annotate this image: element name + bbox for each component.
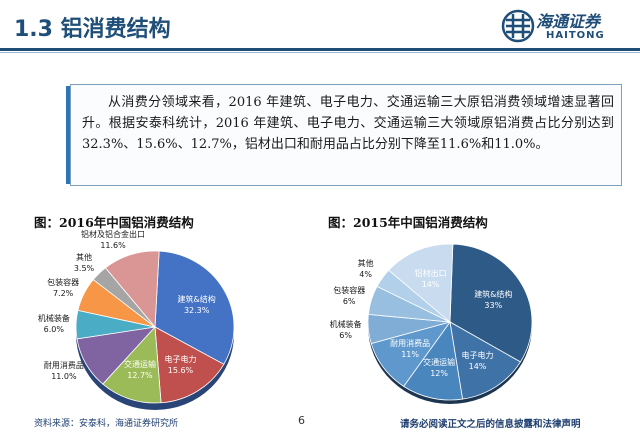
- title-divider: [0, 48, 640, 51]
- pie-label-value: 14%: [468, 361, 487, 371]
- pie-label-value: 11.6%: [100, 241, 126, 251]
- footer-source: 资料来源：安泰科，海通证券研究所: [34, 419, 179, 429]
- pie-label-category: 其他: [75, 252, 92, 262]
- pie-label-2016-4: 机械装备 6.0%: [38, 313, 70, 335]
- pie-label-2016-1: 电子电力 15.6%: [164, 354, 196, 376]
- pie-label-value: 12%: [430, 368, 448, 378]
- pie-label-category: 建筑&结构: [474, 289, 513, 299]
- pie-label-value: 11%: [401, 350, 419, 360]
- pie-label-value: 6%: [342, 296, 356, 306]
- pie-label-2015-2: 交通运输 12%: [423, 357, 455, 379]
- pie-label-category: 耐用消费品: [43, 360, 84, 370]
- pie-label-category: 建筑&结构: [177, 295, 216, 305]
- pie-label-category: 包装容器: [47, 277, 80, 287]
- page-number: 6: [298, 414, 305, 427]
- pie-label-category: 耐用消费品: [390, 339, 431, 349]
- pie-slice-2016-1: [154, 326, 225, 404]
- haitong-logo-icon: [501, 9, 535, 43]
- pie-label-2016-5: 包装容器 7.2%: [47, 277, 79, 299]
- pie-label-category: 电子电力: [164, 355, 197, 365]
- chart-2016-title: 图：2016年中国铝消费结构: [34, 215, 194, 230]
- pie-label-value: 32.3%: [183, 306, 210, 316]
- pie-label-2015-1: 电子电力 14%: [462, 350, 494, 372]
- pie-label-value: 33%: [484, 300, 503, 310]
- pie-slice-2015-7: [388, 243, 454, 323]
- pie-label-category: 交通运输: [423, 357, 456, 367]
- pie-label-value: 4%: [359, 270, 372, 280]
- pie-slice-2016-7: [104, 250, 160, 329]
- pie-label-2015-4: 机械装备 6%: [330, 319, 362, 341]
- pie-label-value: 3.5%: [73, 263, 95, 273]
- pie-slice-2016-0: [154, 250, 235, 365]
- pie-slice-2015-2: [403, 320, 464, 401]
- pie-label-category: 铝材出口: [414, 268, 447, 278]
- pie-label-2016-3: 耐用消费品 11.0%: [44, 360, 84, 382]
- pie-slice-2016-2: [102, 326, 162, 404]
- pie-label-category: 交通运输: [123, 360, 156, 370]
- pie-label-value: 15.6%: [167, 366, 194, 376]
- pie-label-value: 11.0%: [51, 371, 77, 381]
- summary-accent-bar: [66, 86, 70, 184]
- header-bar: 1.3 铝消费结构 海通证券 HAITONG: [0, 0, 640, 53]
- summary-box: [70, 84, 622, 186]
- summary-text: 从消费分领域来看，2016 年建筑、电子电力、交通运输三大原铝消费领域增速显著回…: [82, 95, 614, 152]
- pie-slice-2015-0: [449, 243, 533, 363]
- page-title: 1.3 铝消费结构: [14, 17, 171, 42]
- pie-label-category: 机械装备: [37, 314, 70, 324]
- pie-label-category: 机械装备: [329, 320, 362, 330]
- pie-label-2016-2: 交通运输 12.7%: [124, 359, 156, 381]
- pie-label-value: 7.2%: [52, 288, 74, 298]
- pie-label-2015-5: 包装容器 6%: [333, 285, 365, 307]
- pie-label-value: 6.0%: [43, 325, 64, 335]
- pie-label-category: 包装容器: [333, 285, 366, 295]
- pie-label-category: 铝材及铝合金出口: [81, 230, 146, 240]
- pie-label-2015-0: 建筑&结构 33%: [474, 289, 512, 311]
- pie-label-category: 其他: [357, 259, 374, 269]
- title-divider-thin: [0, 52, 640, 53]
- pie-2016: [75, 250, 235, 410]
- pie-label-2016-7: 铝材及铝合金出口 11.6%: [81, 229, 145, 251]
- pie-label-value: 12.7%: [127, 371, 153, 381]
- logo-english-text: HAITONG: [546, 30, 605, 41]
- pie-label-2016-6: 其他 3.5%: [74, 252, 94, 274]
- pie-slice-2015-1: [449, 321, 521, 400]
- pie-label-value: 6%: [339, 331, 352, 341]
- pie-label-category: 电子电力: [461, 350, 494, 360]
- pie-label-2015-6: 其他 4%: [358, 258, 374, 280]
- chart-2015-title: 图：2015年中国铝消费结构: [328, 215, 488, 230]
- pie-label-2015-7: 铝材出口 14%: [415, 268, 447, 290]
- logo-chinese-text: 海通证券: [536, 12, 601, 31]
- pie-label-2015-3: 耐用消费品 11%: [390, 338, 430, 360]
- pie-label-2016-0: 建筑&结构 32.3%: [178, 294, 216, 316]
- pie-2015: [367, 243, 533, 404]
- footer-disclaimer: 请务必阅读正文之后的信息披露和法律声明: [400, 419, 581, 430]
- pie-label-value: 14%: [421, 279, 440, 289]
